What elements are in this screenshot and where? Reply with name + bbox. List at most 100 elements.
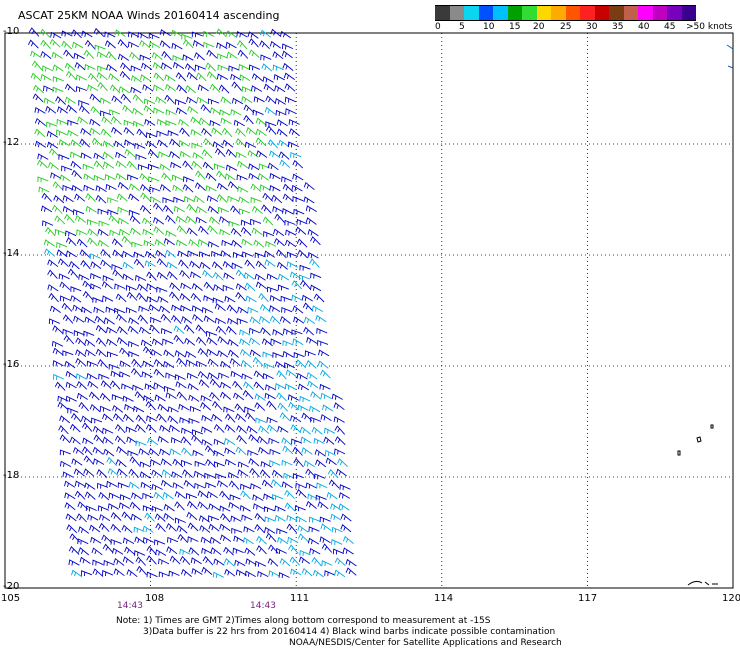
wind-barb xyxy=(209,536,221,545)
legend-swatch xyxy=(464,5,479,21)
wind-barb xyxy=(39,28,51,38)
wind-barb xyxy=(174,517,186,524)
wind-barb xyxy=(301,412,313,422)
wind-barb xyxy=(224,173,236,181)
wind-barb xyxy=(115,424,126,434)
wind-barb xyxy=(52,373,65,381)
wind-barb xyxy=(157,295,169,303)
wind-barb xyxy=(206,49,218,59)
wind-barb xyxy=(232,547,244,554)
wind-barb xyxy=(149,186,161,193)
wind-barb xyxy=(134,536,146,544)
wind-barb xyxy=(314,473,326,480)
wind-barb xyxy=(178,259,189,269)
wind-barb xyxy=(73,468,85,477)
wind-barb xyxy=(305,500,317,510)
wind-barb xyxy=(242,537,254,545)
wind-barb xyxy=(49,305,61,313)
wind-barb xyxy=(146,545,157,556)
wind-barb xyxy=(155,96,167,104)
wind-barb xyxy=(118,371,131,378)
wind-barb xyxy=(187,105,199,114)
wind-barb xyxy=(62,205,74,213)
wind-barb xyxy=(163,385,175,392)
wind-barb xyxy=(179,150,191,158)
wind-barb xyxy=(62,184,74,191)
wind-barb xyxy=(309,258,320,268)
wind-barb xyxy=(102,275,114,282)
wind-barb xyxy=(139,461,151,468)
wind-barb xyxy=(40,50,52,59)
wind-barb xyxy=(92,568,104,577)
wind-barb xyxy=(165,214,176,224)
wind-barb xyxy=(335,468,347,477)
wind-barb xyxy=(334,425,346,435)
wind-barb xyxy=(269,460,281,467)
wind-barb xyxy=(270,479,282,488)
wind-barb xyxy=(34,128,46,138)
wind-barb xyxy=(248,172,260,180)
wind-barb xyxy=(276,119,288,127)
wind-barb xyxy=(116,446,128,455)
wind-barb xyxy=(219,534,232,542)
wind-barb xyxy=(272,64,284,71)
wind-barb xyxy=(125,426,137,433)
wind-barb xyxy=(161,50,172,61)
wind-barb xyxy=(113,568,125,577)
wind-barb xyxy=(313,293,325,303)
wind-barb xyxy=(279,557,291,567)
wind-barb xyxy=(303,326,315,336)
wind-barb xyxy=(57,401,69,410)
wind-barb xyxy=(291,294,303,301)
wind-barb xyxy=(56,118,68,125)
wind-barb xyxy=(182,39,194,49)
wind-barb xyxy=(300,279,311,290)
wind-barb xyxy=(233,392,245,401)
wind-barb xyxy=(203,281,215,291)
legend-swatch xyxy=(522,5,537,21)
wind-barb xyxy=(137,164,149,170)
wind-barb xyxy=(295,482,307,489)
wind-barb xyxy=(43,239,56,247)
wind-barb xyxy=(122,261,134,270)
wind-barb xyxy=(253,96,265,103)
wind-barb xyxy=(261,204,272,214)
wind-barb xyxy=(82,437,94,445)
wind-barb xyxy=(186,511,198,521)
lat-label-20: -20 xyxy=(3,581,20,592)
wind-barb xyxy=(122,556,134,564)
wind-barb xyxy=(194,482,206,489)
wind-barb xyxy=(81,30,93,38)
wind-barb xyxy=(307,537,320,545)
wind-barb xyxy=(295,489,307,498)
wind-barb xyxy=(100,128,112,138)
wind-barb xyxy=(241,86,253,93)
wind-barb xyxy=(49,148,60,158)
wind-barb xyxy=(147,437,159,446)
wind-barb xyxy=(301,447,313,455)
wind-barb xyxy=(247,449,259,456)
wind-barb xyxy=(236,174,248,181)
wind-barb xyxy=(159,163,171,171)
wind-barb xyxy=(265,95,277,105)
note-line-1: Note: 1) Times are GMT 2)Times along bot… xyxy=(116,616,491,626)
wind-barb xyxy=(115,293,127,303)
wind-barb xyxy=(153,491,165,501)
wind-barb xyxy=(334,436,346,446)
wind-barb xyxy=(87,228,99,237)
wind-barb xyxy=(47,284,59,292)
wind-barb xyxy=(87,84,99,91)
wind-barb xyxy=(87,237,98,247)
wind-barb xyxy=(111,95,123,104)
wind-barb xyxy=(192,449,204,457)
wind-barb xyxy=(209,378,221,388)
legend-label: 30 xyxy=(586,22,598,32)
wind-barb xyxy=(77,501,89,510)
wind-barb xyxy=(141,371,153,378)
wind-barb xyxy=(104,40,116,49)
wind-barb xyxy=(328,479,340,489)
wind-barb xyxy=(127,41,140,48)
wind-barb xyxy=(243,526,255,533)
wind-barb xyxy=(124,139,136,147)
wind-barb xyxy=(230,108,242,116)
